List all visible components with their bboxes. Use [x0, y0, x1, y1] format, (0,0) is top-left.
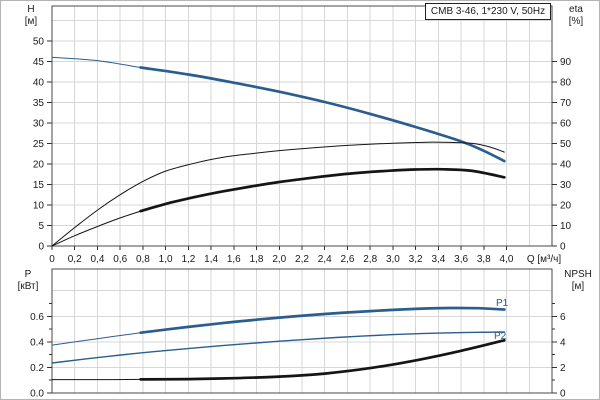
power-axis-title: P [кВт]	[11, 269, 45, 293]
x-tick-label: 0	[49, 254, 55, 265]
power-axis-unit: [кВт]	[17, 281, 39, 292]
x-tick-label: 2,2	[295, 254, 309, 265]
x-tick-label: 1,6	[227, 254, 241, 265]
left-tick-label: 45	[33, 57, 45, 68]
left-tick-label: 0.2	[30, 363, 44, 374]
left-tick-label: 10	[33, 201, 45, 212]
x-tick-label: 1,2	[181, 254, 195, 265]
x-tick-label: 2,0	[272, 254, 286, 265]
curve-P2-curve-mid	[51, 331, 505, 364]
top-chart-tick-labels: 0 5 10 15 20 25 30 35 40 45 50 0 10 20 30 40 50 60 70 80 90 0…	[33, 36, 572, 265]
x-tick-label: 1,4	[204, 254, 218, 265]
left-tick-label: 40	[33, 77, 45, 88]
left-tick-label: 30	[33, 118, 45, 129]
head-axis-title: H [м]	[19, 4, 43, 28]
left-tick-label: 50	[33, 36, 45, 47]
right-tick-label: 40	[560, 159, 572, 170]
x-tick-label: 3,0	[386, 254, 400, 265]
right-tick-label: 90	[560, 57, 572, 68]
x-tick-label: 0,4	[91, 254, 105, 265]
curve-NPSH-curve-thick	[139, 338, 506, 381]
right-tick-label: 0	[560, 389, 566, 400]
bottom-chart-tick-labels: 0.0 0.2 0.4 0.6 0 2 4 6	[30, 312, 566, 400]
top-chart-ticks	[47, 40, 557, 250]
curve-P1-curve-thick	[139, 306, 506, 335]
right-tick-label: 70	[560, 98, 572, 109]
npsh-axis-symbol: NPSH	[564, 269, 592, 280]
eta-axis-unit: [%]	[568, 16, 584, 27]
left-tick-label: 0	[38, 242, 44, 253]
right-tick-label: 60	[560, 118, 572, 129]
x-axis-title: Q [м³/ч]	[527, 254, 562, 265]
top-chart-curves	[51, 56, 506, 247]
p2-curve-label: P2	[494, 331, 507, 342]
power-axis-symbol: P	[24, 269, 32, 280]
right-tick-label: 30	[560, 180, 572, 191]
bottom-chart-curves	[51, 306, 506, 381]
left-tick-label: 0.4	[30, 337, 44, 348]
right-tick-label: 2	[560, 363, 566, 374]
x-tick-label: 3,4	[431, 254, 445, 265]
curve-H-curve-thick	[139, 66, 506, 163]
x-tick-label: 1,0	[159, 254, 173, 265]
x-tick-label: 2,4	[318, 254, 332, 265]
left-tick-label: 0.6	[30, 312, 44, 323]
x-tick-label: 0,2	[68, 254, 82, 265]
curve-H-curve-thin	[51, 56, 142, 68]
x-tick-label: 3,6	[454, 254, 468, 265]
top-chart-grid	[52, 6, 552, 246]
p1-curve-label: P1	[496, 298, 509, 309]
npsh-axis-title: NPSH [м]	[557, 269, 599, 293]
left-tick-label: 15	[33, 180, 45, 191]
x-tick-label: 2,8	[363, 254, 377, 265]
x-tick-label: 4,0	[500, 254, 514, 265]
npsh-axis-unit: [м]	[571, 281, 585, 292]
right-tick-label: 80	[560, 77, 572, 88]
x-tick-label: 0,6	[113, 254, 127, 265]
left-tick-label: 5	[38, 221, 44, 232]
x-tick-label: 0,8	[136, 254, 150, 265]
left-tick-label: 25	[33, 139, 45, 150]
bottom-chart-grid	[52, 269, 552, 393]
curve-eta1-curve-thin	[51, 141, 505, 247]
curve-eta2-curve-thick	[139, 167, 506, 213]
left-tick-label: 20	[33, 159, 45, 170]
head-axis-unit: [м]	[24, 16, 38, 27]
eta-axis-symbol: eta	[569, 4, 583, 15]
x-tick-label: 1,8	[250, 254, 264, 265]
bottom-chart-frame	[51, 268, 553, 394]
right-tick-label: 6	[560, 312, 566, 323]
right-tick-label: 20	[560, 201, 572, 212]
left-tick-label: 0.0	[30, 389, 44, 400]
x-tick-label: 3,2	[409, 254, 423, 265]
right-tick-label: 10	[560, 221, 572, 232]
right-tick-label: 0	[560, 242, 566, 253]
x-tick-label: 2,6	[341, 254, 355, 265]
right-tick-label: 50	[560, 139, 572, 150]
bottom-chart-ticks	[47, 303, 557, 394]
curve-eta2-curve-thin	[51, 210, 142, 247]
right-tick-label: 4	[560, 337, 566, 348]
left-tick-label: 35	[33, 98, 45, 109]
eta-axis-title: eta [%]	[561, 4, 591, 28]
pump-type-title-box: CMB 3-46, 1*230 V, 50Hz	[425, 3, 551, 20]
head-axis-symbol: H	[27, 4, 35, 15]
x-tick-label: 3,8	[477, 254, 491, 265]
curve-P1-curve-thin	[51, 332, 142, 346]
